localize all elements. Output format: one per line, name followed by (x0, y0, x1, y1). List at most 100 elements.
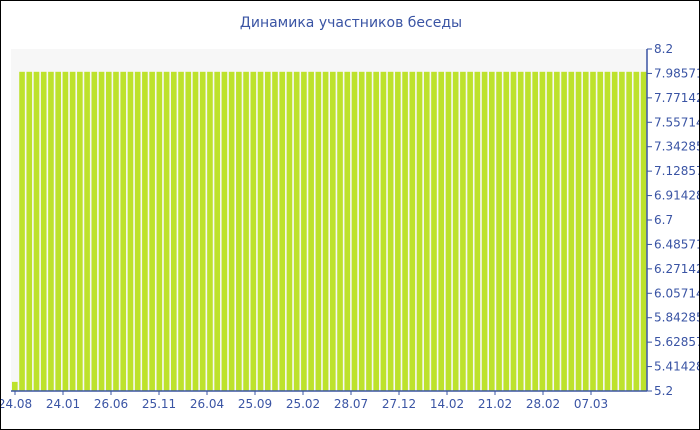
x-tick-label: 25.02 (286, 397, 320, 411)
bar (474, 71, 481, 392)
bar (322, 71, 329, 392)
x-tick-label: 21.02 (478, 397, 512, 411)
bar (214, 71, 220, 392)
bar (481, 71, 488, 392)
bar (286, 71, 293, 392)
bar (423, 71, 430, 392)
bar (315, 71, 322, 392)
bar (445, 71, 452, 392)
bar (77, 71, 83, 392)
bar (626, 71, 632, 392)
bar (134, 71, 141, 392)
x-tick-label: 14.02 (430, 397, 464, 411)
bar (539, 71, 546, 392)
y-tick-label: 6.7 (654, 213, 673, 227)
bar (395, 71, 401, 392)
bar (301, 71, 307, 392)
bar (279, 71, 286, 392)
bar (597, 71, 604, 392)
y-tick-label: 5.62857 (654, 335, 700, 349)
bar (510, 71, 517, 392)
x-tick-label: 28.02 (526, 397, 560, 411)
bar (91, 71, 98, 392)
x-tick-label: 25.09 (238, 397, 272, 411)
bar (640, 71, 647, 392)
bar (55, 71, 61, 392)
bar (12, 381, 18, 391)
bar (228, 71, 235, 392)
bar (127, 71, 134, 392)
y-tick-label: 5.2 (654, 384, 673, 398)
x-tick-label: 25.11 (142, 397, 176, 411)
x-tick-label: 26.04 (190, 397, 224, 411)
bar (366, 71, 372, 392)
bar (26, 71, 33, 392)
bar (149, 71, 155, 392)
bar (517, 71, 524, 392)
bar (308, 71, 314, 392)
bar (272, 71, 278, 392)
bar (257, 71, 264, 392)
bar (503, 71, 510, 392)
bar (590, 71, 596, 392)
bar (250, 71, 257, 392)
bar (387, 71, 394, 392)
y-tick-label: 8.2 (654, 42, 673, 56)
bar (105, 71, 112, 392)
bar (525, 71, 531, 392)
bar (33, 71, 40, 392)
x-tick-label: 24.01 (46, 397, 80, 411)
bar (40, 71, 47, 392)
bar (575, 71, 582, 392)
bar (460, 71, 466, 392)
bar (163, 71, 170, 392)
x-tick-label: 26.06 (94, 397, 128, 411)
y-tick-label: 6.48571 (654, 237, 700, 251)
bar (156, 71, 163, 392)
bar (582, 71, 589, 392)
bar (120, 71, 127, 392)
bar (351, 71, 358, 392)
bar (62, 71, 69, 392)
bar (236, 71, 242, 392)
bar (344, 71, 351, 392)
bar (84, 71, 90, 392)
bar (243, 71, 249, 392)
bar (19, 71, 25, 392)
bar (337, 71, 343, 392)
bar (489, 71, 495, 392)
bar (619, 71, 625, 392)
bar (611, 71, 618, 392)
bar (142, 71, 148, 392)
bar (561, 71, 567, 392)
bar (604, 71, 611, 392)
bar (496, 71, 502, 392)
bar (98, 71, 105, 392)
bar (48, 71, 54, 392)
bar (380, 71, 387, 392)
x-tick-label: 24.08 (1, 397, 32, 411)
y-tick-label: 7.12857 (654, 164, 700, 178)
bar (554, 71, 560, 392)
bar (178, 71, 184, 392)
y-tick-label: 7.55714 (654, 115, 700, 129)
bar (467, 71, 473, 392)
bar (185, 71, 192, 392)
bar (416, 71, 423, 392)
bar (171, 71, 177, 392)
bar (409, 71, 416, 392)
bar (207, 71, 213, 392)
bar (192, 71, 199, 392)
bar (532, 71, 538, 392)
bar (633, 71, 640, 392)
y-tick-label: 5.41428 (654, 360, 700, 374)
bar (452, 71, 459, 392)
x-tick-label: 28.07 (334, 397, 368, 411)
bar (113, 71, 119, 392)
bar (330, 71, 336, 392)
chart-title: Динамика участников беседы (239, 15, 463, 31)
bar (373, 71, 379, 392)
bar (199, 71, 206, 392)
